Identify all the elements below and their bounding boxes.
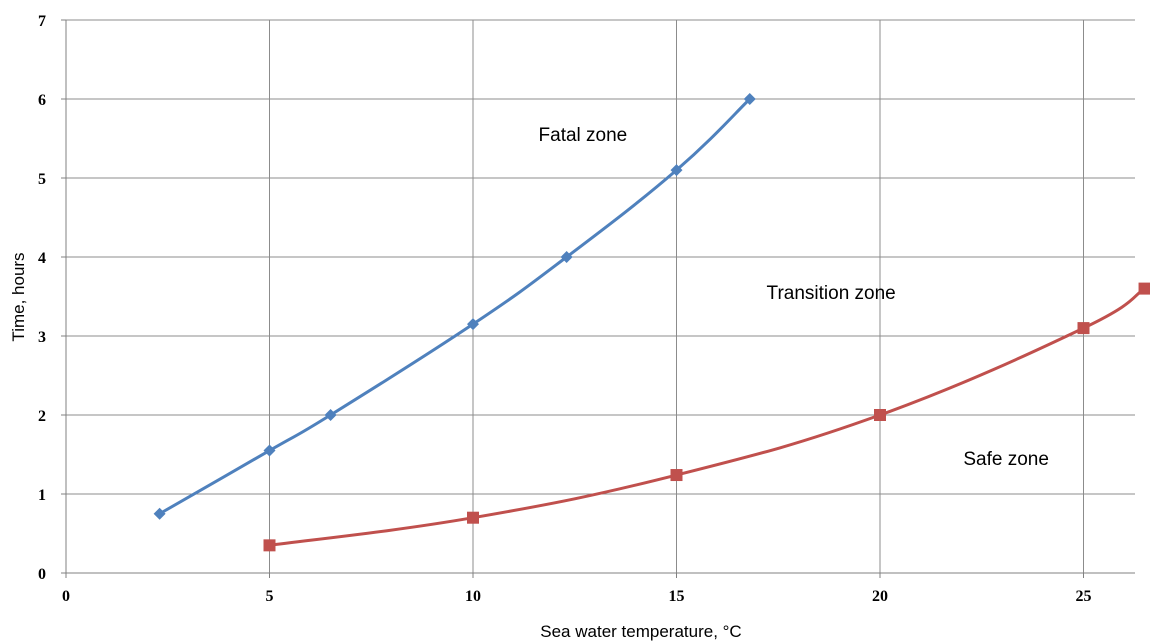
y-tick-label: 7 bbox=[38, 13, 46, 30]
annotations: Fatal zone Transition zone Safe zone bbox=[539, 125, 1049, 470]
zone-annotation: Transition zone bbox=[767, 283, 896, 304]
y-tick-label: 5 bbox=[38, 171, 46, 188]
series-2 bbox=[263, 282, 1150, 552]
series-1-point bbox=[467, 318, 479, 331]
series-2-line bbox=[268, 287, 1147, 547]
x-tick-label: 20 bbox=[872, 588, 888, 605]
series-1 bbox=[153, 93, 756, 520]
series-2-point bbox=[263, 539, 276, 552]
x-tick-label: 5 bbox=[266, 588, 274, 605]
series-1-point bbox=[324, 409, 337, 421]
series-2-point bbox=[874, 409, 886, 421]
y-tick-label: 4 bbox=[38, 250, 46, 267]
zone-annotation: Safe zone bbox=[963, 449, 1049, 470]
y-tick-label: 0 bbox=[38, 566, 46, 583]
zone-annotation: Fatal zone bbox=[539, 125, 628, 146]
grid bbox=[66, 19, 1135, 573]
x-tick-label: 25 bbox=[1076, 588, 1092, 605]
x-tick-label: 15 bbox=[669, 588, 685, 605]
series-2-point bbox=[467, 511, 479, 524]
series-group bbox=[153, 93, 1150, 552]
y-tick-label: 2 bbox=[38, 408, 46, 425]
y-axis-title: Time, hours bbox=[9, 252, 28, 341]
y-tick-label: 3 bbox=[38, 329, 46, 346]
series-1-line bbox=[158, 97, 752, 516]
x-tick-label: 10 bbox=[465, 588, 481, 605]
y-tick-label: 1 bbox=[38, 487, 46, 504]
x-tick-label: 0 bbox=[62, 588, 70, 605]
axes: 0 5 10 15 20 25 0 1 2 3 4 5 6 7 bbox=[38, 13, 1135, 605]
series-1-point bbox=[670, 164, 683, 177]
series-1-point bbox=[560, 251, 573, 263]
series-2-point bbox=[670, 469, 683, 482]
series-2-point bbox=[1077, 322, 1090, 335]
series-1-point bbox=[263, 444, 276, 457]
y-tick-label: 6 bbox=[38, 92, 46, 109]
series-1-point bbox=[153, 507, 166, 520]
series-1-point bbox=[743, 93, 756, 105]
x-axis-title: Sea water temperature, °C bbox=[540, 622, 741, 641]
series-2-point bbox=[1138, 282, 1150, 295]
